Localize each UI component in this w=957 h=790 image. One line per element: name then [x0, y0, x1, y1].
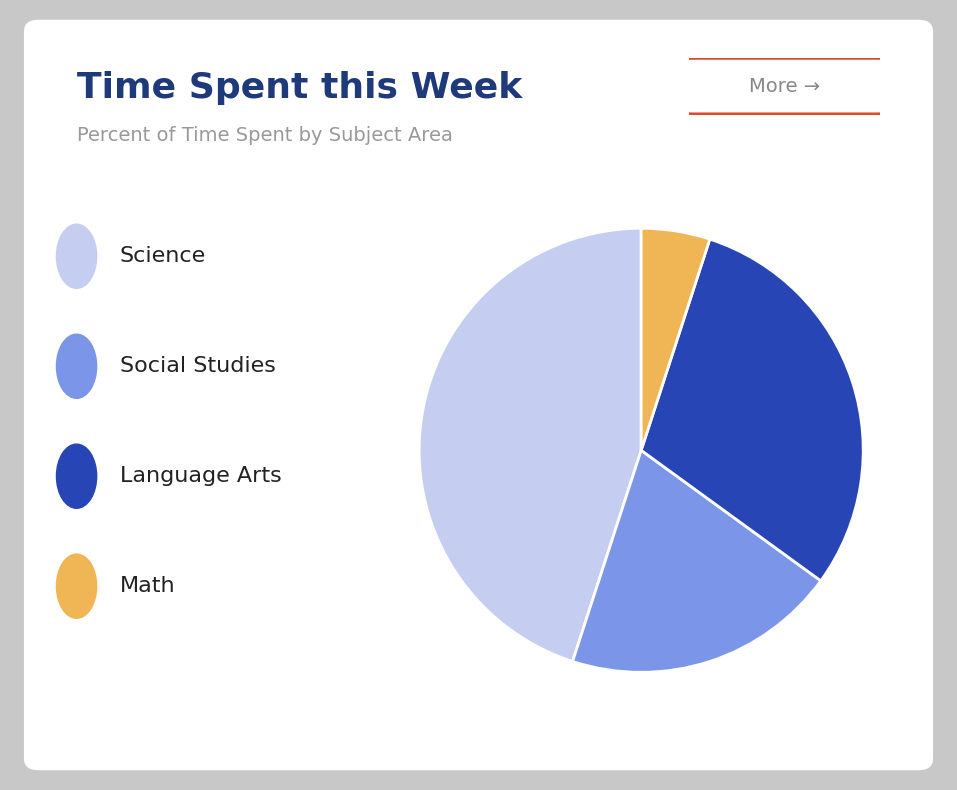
Wedge shape — [572, 450, 821, 672]
Wedge shape — [641, 239, 863, 581]
Circle shape — [56, 334, 97, 398]
Circle shape — [56, 444, 97, 508]
Text: Language Arts: Language Arts — [120, 466, 281, 486]
Circle shape — [56, 554, 97, 619]
Text: More →: More → — [749, 77, 820, 96]
Text: Time Spent this Week: Time Spent this Week — [77, 71, 522, 105]
Text: Math: Math — [120, 576, 175, 596]
Wedge shape — [419, 228, 641, 661]
FancyBboxPatch shape — [678, 58, 892, 115]
Text: Science: Science — [120, 246, 206, 266]
Circle shape — [56, 224, 97, 288]
Wedge shape — [641, 228, 710, 450]
Text: Percent of Time Spent by Subject Area: Percent of Time Spent by Subject Area — [77, 126, 453, 145]
Text: Social Studies: Social Studies — [120, 356, 276, 376]
